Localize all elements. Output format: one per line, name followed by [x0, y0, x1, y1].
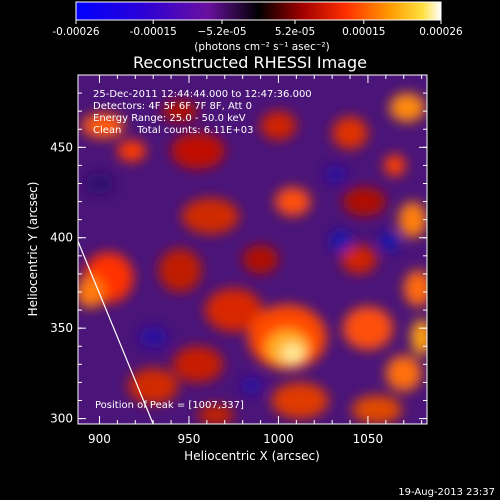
annotation-block: 25-Dec-2011 12:44:44.000 to 12:47:36.000… [93, 89, 312, 411]
annotation-time: 25-Dec-2011 12:44:44.000 to 12:47:36.000 [93, 89, 312, 100]
colorbar-unit-label: (photons cm⁻² s⁻¹ asec⁻²) [194, 41, 329, 53]
heatmap-blob [240, 376, 263, 396]
heatmap-blob [138, 326, 168, 349]
heatmap-blob [384, 154, 406, 177]
heatmap-blob [342, 187, 386, 217]
annotation-peak: Position of Peak = [1007,337] [95, 400, 244, 411]
heatmap-blob [324, 165, 347, 184]
y-tick-label: 450 [50, 140, 73, 154]
heatmap-blob [341, 244, 377, 274]
heatmap-blob [162, 100, 198, 123]
colorbar-tick-label: −5.2e-05 [197, 26, 246, 38]
axes: 900 950 1000 1050 300 350 400 450 [50, 74, 427, 446]
heatmap-blob [378, 232, 401, 251]
y-tick-label: 350 [50, 321, 73, 335]
colorbar-tick-label: -0.00026 [52, 26, 100, 38]
heatmap-blob [398, 201, 427, 238]
annotation-detectors: Detectors: 4F 5F 6F 7F 8F, Att 0 [93, 101, 252, 112]
heatmap-blob [117, 140, 147, 162]
heatmap-blob [342, 306, 393, 350]
heatmap-blob [271, 382, 329, 419]
heatmap-image [78, 75, 427, 424]
colorbar-tick-label: 0.00026 [419, 26, 463, 38]
y-tick-label: 400 [50, 231, 73, 245]
heatmap-blob [389, 93, 426, 123]
x-tick-label: 950 [178, 432, 201, 446]
colorbar-ticks: -0.00026 -0.00015 −5.2e-05 5.2e-05 0.00015 0.… [52, 20, 463, 38]
heatmap-blob [242, 244, 279, 274]
solar-limb-line [78, 241, 154, 424]
heatmap-blob [197, 404, 234, 424]
heatmap-blob [78, 275, 105, 309]
heatmap-blob [128, 367, 179, 405]
heatmap-blob [282, 344, 304, 363]
heatmap-blob [85, 172, 114, 195]
heatmap-blob [260, 111, 297, 141]
annotation-energy: Energy Range: 25.0 - 50.0 keV [93, 113, 246, 124]
x-axis-label: Heliocentric X (arcsec) [184, 449, 320, 463]
x-tick-label: 900 [88, 432, 111, 446]
colorbar-tick-label: -0.00015 [130, 26, 177, 38]
heatmap-blob [274, 187, 311, 217]
heatmap-blob [158, 248, 202, 292]
heatmap-blob [172, 346, 223, 383]
colorbar-tick-label: 0.00015 [342, 26, 385, 38]
chart-title: Reconstructed RHESSI Image [133, 53, 367, 72]
heatmap-blob [171, 132, 225, 170]
heatmap-blob [351, 395, 402, 424]
x-tick-label: 1000 [263, 432, 294, 446]
footer-timestamp: 19-Aug-2013 23:37 [398, 487, 495, 498]
heatmap-blob [403, 270, 427, 307]
annotation-clean: Clean Total counts: 6.11E+03 [93, 125, 253, 136]
y-tick-label: 300 [50, 412, 73, 426]
heatmap-blob [332, 116, 368, 150]
colorbar [76, 2, 441, 20]
heatmap-blob [181, 197, 240, 235]
x-tick-label: 1050 [353, 432, 384, 446]
heatmap-blob [410, 319, 427, 356]
colorbar-tick-label: 5.2e-05 [275, 26, 315, 38]
heatmap-blob [330, 230, 352, 253]
y-axis-label: Heliocentric Y (arcsec) [26, 182, 40, 317]
heatmap-blob [385, 355, 422, 392]
heatmap-blob [81, 112, 125, 139]
plot-frame [77, 74, 428, 425]
heatmap-blob [205, 288, 263, 332]
